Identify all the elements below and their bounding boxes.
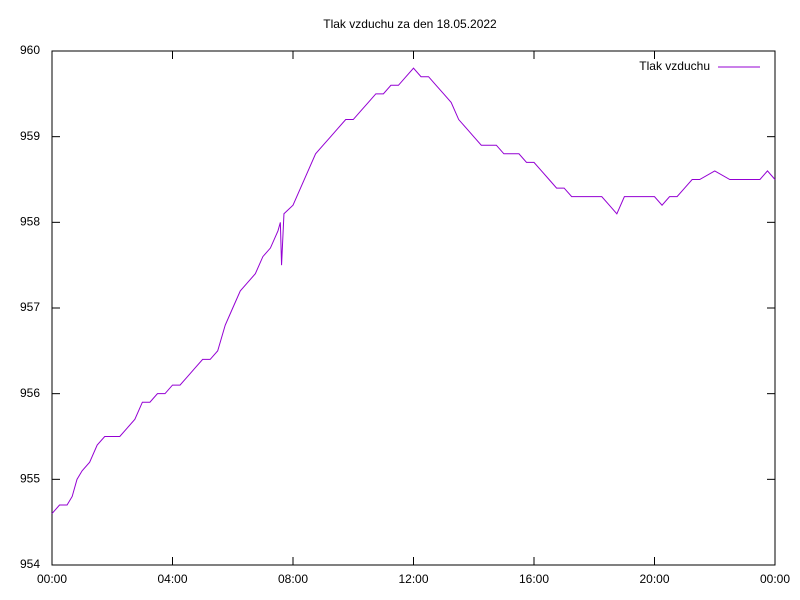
y-tick-label: 956	[20, 386, 40, 400]
y-tick-label: 960	[20, 43, 40, 57]
x-tick-label: 20:00	[639, 572, 669, 586]
y-tick-label: 955	[20, 472, 40, 486]
x-tick-label: 00:00	[37, 572, 67, 586]
data-line	[51, 67, 776, 514]
x-tick-label: 00:00	[760, 572, 790, 586]
x-tick-label: 04:00	[157, 572, 187, 586]
y-tick-label: 959	[20, 129, 40, 143]
x-tick-label: 16:00	[519, 572, 549, 586]
chart-title: Tlak vzduchu za den 18.05.2022	[323, 17, 497, 31]
y-tick-label: 954	[20, 557, 40, 571]
x-tick-label: 12:00	[398, 572, 428, 586]
y-tick-label: 958	[20, 215, 40, 229]
x-tick-label: 08:00	[278, 572, 308, 586]
legend-label: Tlak vzduchu	[639, 59, 710, 73]
y-tick-label: 957	[20, 300, 40, 314]
